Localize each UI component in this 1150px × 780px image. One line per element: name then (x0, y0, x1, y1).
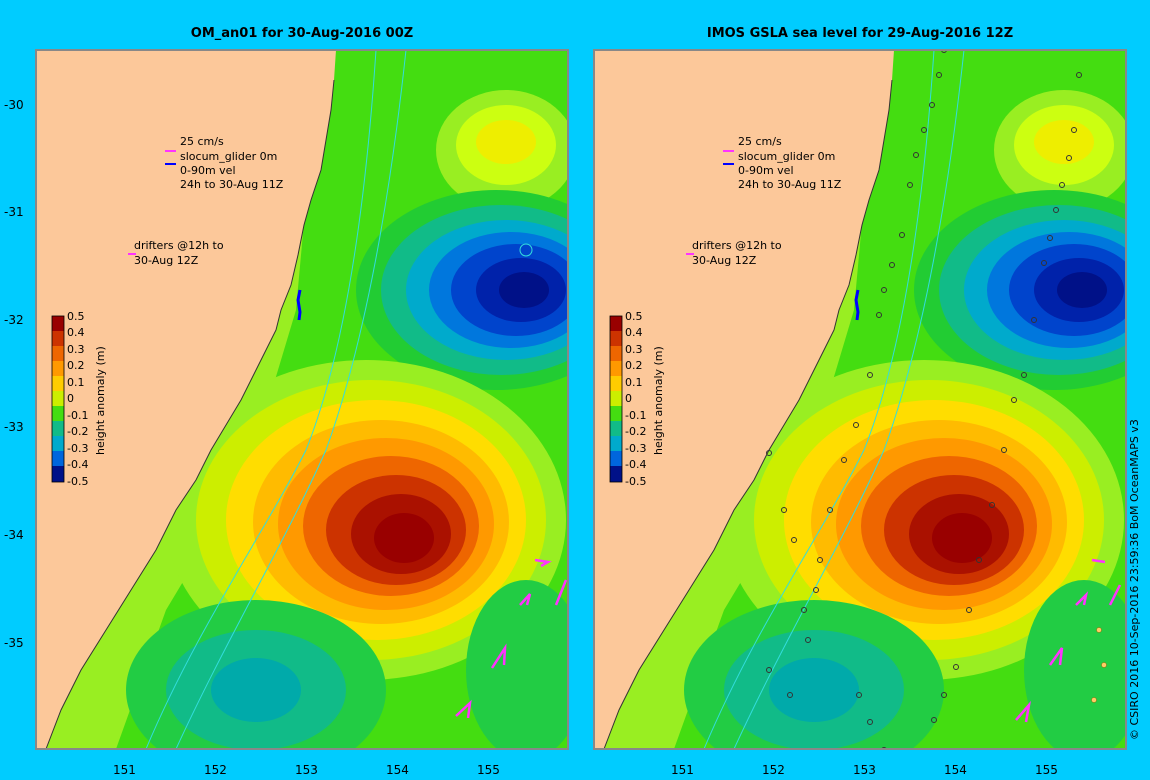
lon-tick: 154 (944, 763, 967, 777)
cbar-tick: 0 (625, 392, 632, 405)
legend-line: slocum_glider 0m (738, 150, 835, 163)
cbar-tick: -0.4 (625, 458, 646, 471)
colorbar-left (51, 315, 65, 483)
right-panel-title: IMOS GSLA sea level for 29-Aug-2016 12Z (706, 26, 1014, 41)
colorbar-label: height anomaly (m) (652, 346, 665, 455)
right-map (594, 50, 1126, 749)
cbar-tick: 0.5 (67, 310, 85, 323)
cbar-tick: -0.3 (67, 442, 88, 455)
lon-tick: 152 (204, 763, 227, 777)
cbar-tick: 0.3 (625, 343, 643, 356)
lon-tick: 155 (1035, 763, 1058, 777)
lon-tick: 153 (295, 763, 318, 777)
colorbar-right (609, 315, 623, 483)
colorbar-right-ticks: 0.5 0.4 0.3 0.2 0.1 0 -0.1 -0.2 -0.3 -0.… (625, 310, 665, 488)
legend-line: slocum_glider 0m (180, 150, 277, 163)
drifter-legend-line: 30-Aug 12Z (134, 254, 199, 267)
lon-tick: 154 (386, 763, 409, 777)
lon-tick: 153 (853, 763, 876, 777)
lat-tick: -31 (4, 205, 24, 219)
colorbar-label: height anomaly (m) (94, 346, 107, 455)
colorbar-left-ticks: 0.5 0.4 0.3 0.2 0.1 0 -0.1 -0.2 -0.3 -0.… (67, 310, 107, 488)
drifter-arrows (455, 558, 1122, 723)
cbar-tick: 0.4 (625, 326, 643, 339)
right-legend: 25 cm/s slocum_glider 0m 0-90m vel 24h t… (692, 135, 842, 267)
cbar-tick: 0.1 (625, 376, 643, 389)
legend-line: 24h to 30-Aug 11Z (180, 178, 284, 191)
cbar-tick: -0.5 (67, 475, 88, 488)
lon-tick-labels-right: 151 152 153 154 155 (671, 763, 1058, 777)
cbar-tick: 0.5 (625, 310, 643, 323)
cbar-tick: 0.1 (67, 376, 85, 389)
cbar-tick: -0.3 (625, 442, 646, 455)
lat-tick-labels: -30 -31 -32 -33 -34 -35 (4, 98, 24, 650)
legend-line: 0-90m vel (180, 164, 236, 177)
drifter-legend-line: drifters @12h to (134, 239, 224, 252)
cbar-tick: -0.4 (67, 458, 88, 471)
lat-tick: -30 (4, 98, 24, 112)
cbar-tick: 0.2 (67, 359, 85, 372)
legend-line: 25 cm/s (180, 135, 224, 148)
legend-line: 0-90m vel (738, 164, 794, 177)
legend-line: 25 cm/s (738, 135, 782, 148)
lon-tick: 152 (762, 763, 785, 777)
lat-tick: -35 (4, 636, 24, 650)
lat-tick: -34 (4, 528, 24, 542)
lon-tick: 151 (671, 763, 694, 777)
cbar-tick: 0.3 (67, 343, 85, 356)
cbar-tick: -0.1 (67, 409, 88, 422)
left-legend: 25 cm/s slocum_glider 0m 0-90m vel 24h t… (134, 135, 284, 267)
credit-text: © CSIRO 2016 10-Sep-2016 23:59:36 BoM Oc… (1128, 419, 1141, 740)
cbar-tick: 0.2 (625, 359, 643, 372)
drifter-legend-line: 30-Aug 12Z (692, 254, 757, 267)
lon-tick: 155 (477, 763, 500, 777)
cbar-tick: -0.5 (625, 475, 646, 488)
legend-arrows (128, 150, 734, 255)
cbar-tick: 0.4 (67, 326, 85, 339)
lon-tick: 151 (113, 763, 136, 777)
left-map (36, 50, 568, 749)
lat-tick: -32 (4, 313, 24, 327)
lon-tick-labels-left: 151 152 153 154 155 (113, 763, 500, 777)
cbar-tick: 0 (67, 392, 74, 405)
lat-tick: -33 (4, 420, 24, 434)
legend-line: 24h to 30-Aug 11Z (738, 178, 842, 191)
cbar-tick: -0.1 (625, 409, 646, 422)
cbar-tick: -0.2 (67, 425, 88, 438)
left-panel-title: OM_an01 for 30-Aug-2016 00Z (190, 26, 414, 41)
cbar-tick: -0.2 (625, 425, 646, 438)
drifter-legend-line: drifters @12h to (692, 239, 782, 252)
